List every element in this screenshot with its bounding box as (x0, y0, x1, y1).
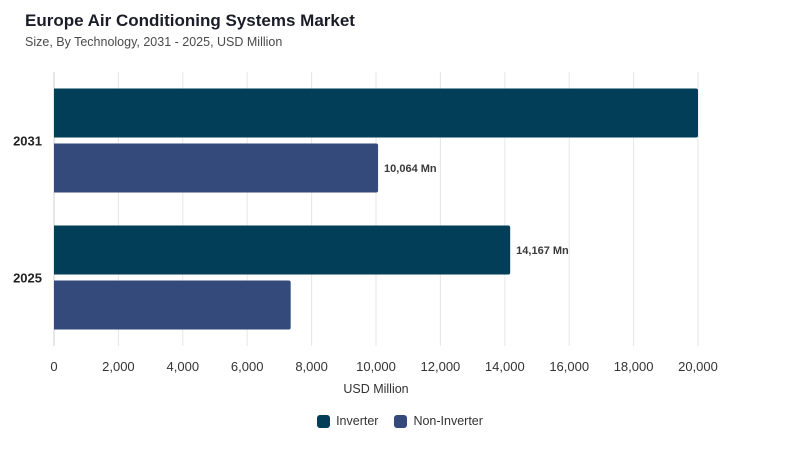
x-tick-label: 2,000 (102, 359, 135, 374)
bar-inverter-2025 (54, 225, 511, 275)
legend-label-non-inverter: Non-Inverter (413, 414, 483, 428)
data-label: 14,167 Mn (516, 245, 569, 257)
y-tick-label: 2031 (13, 134, 42, 149)
bar-non-inverter-2031 (54, 143, 379, 193)
legend-swatch-non-inverter (394, 414, 408, 428)
y-tick-label: 2025 (13, 271, 42, 286)
legend-item-non-inverter[interactable]: Non-Inverter (394, 414, 483, 428)
data-label: 10,064 Mn (384, 163, 437, 175)
x-tick-label: 6,000 (231, 359, 264, 374)
x-tick-label: 10,000 (356, 359, 396, 374)
x-tick-label: 12,000 (421, 359, 461, 374)
legend-swatch-inverter (317, 414, 331, 428)
chart-title: Europe Air Conditioning Systems Market (25, 11, 355, 30)
x-axis-title: USD Million (343, 382, 408, 396)
bar-non-inverter-2025 (54, 280, 291, 330)
x-tick-label: 20,000 (678, 359, 718, 374)
x-tick-label: 16,000 (549, 359, 589, 374)
legend: Inverter Non-Inverter (0, 414, 800, 428)
legend-label-inverter: Inverter (336, 414, 379, 428)
x-tick-label: 8,000 (295, 359, 328, 374)
x-tick-label: 18,000 (614, 359, 654, 374)
bar-inverter-2031 (54, 88, 698, 138)
x-tick-label: 0 (50, 359, 57, 374)
legend-item-inverter[interactable]: Inverter (317, 414, 378, 428)
x-tick-label: 14,000 (485, 359, 525, 374)
x-tick-label: 4,000 (167, 359, 200, 374)
chart-subtitle: Size, By Technology, 2031 - 2025, USD Mi… (25, 35, 283, 49)
